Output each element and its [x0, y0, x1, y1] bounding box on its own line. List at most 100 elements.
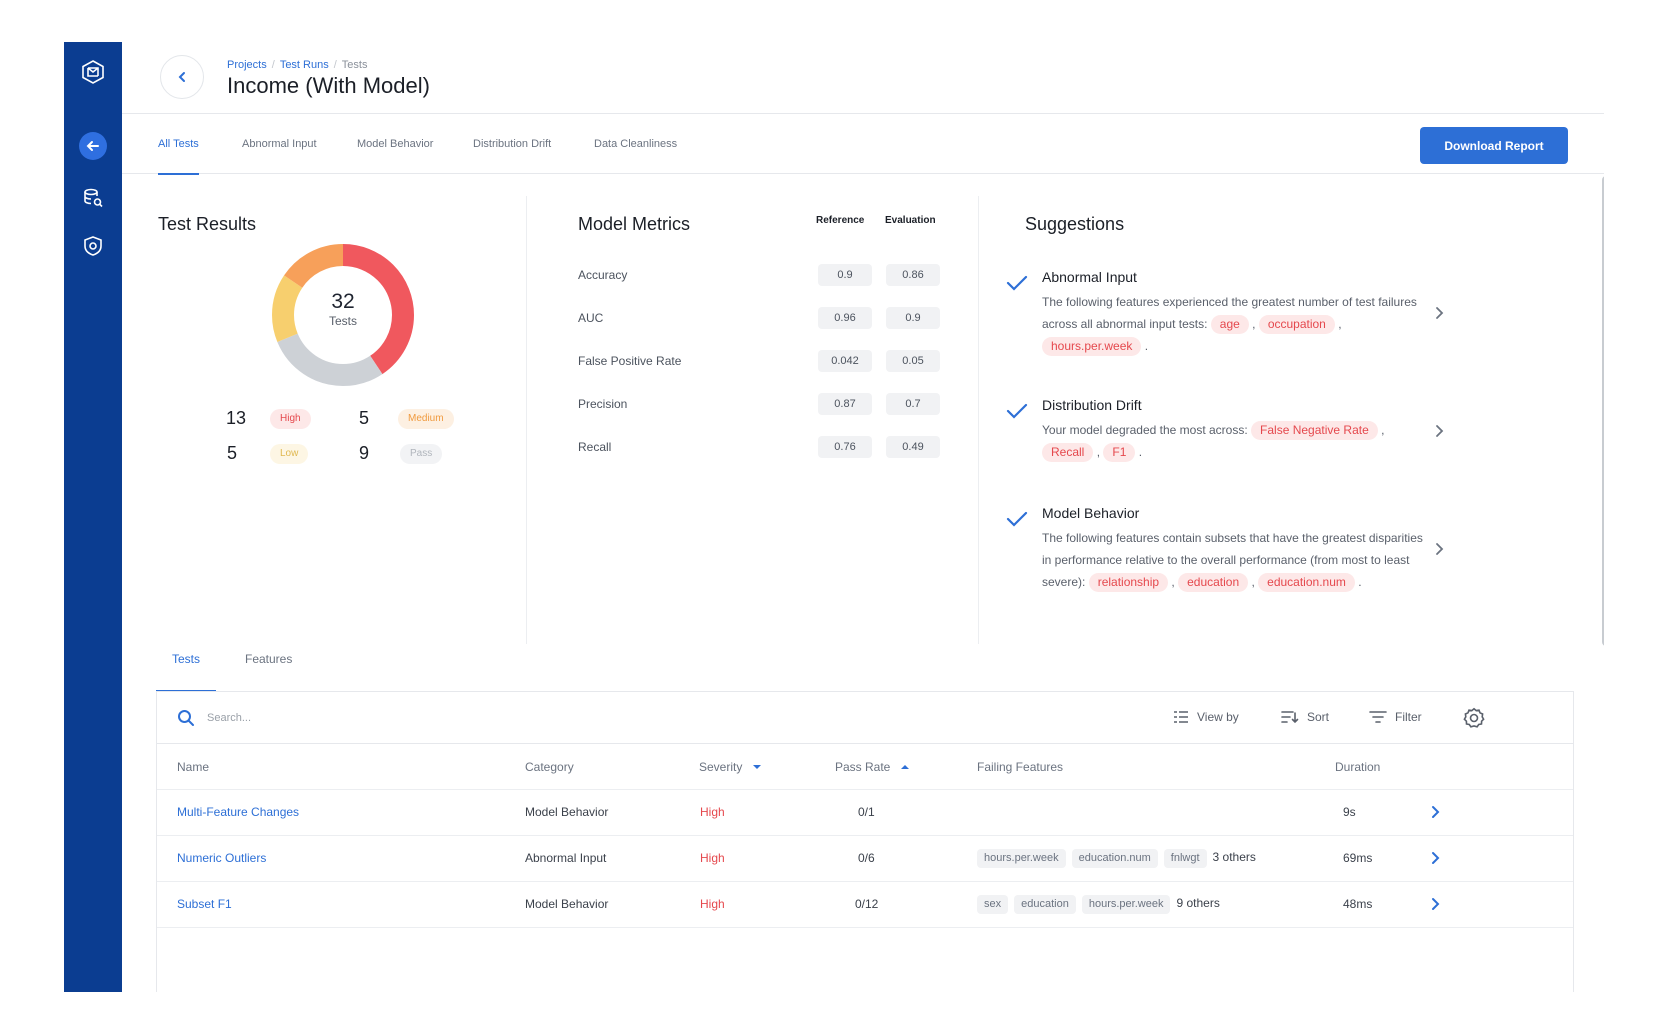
column-header-category[interactable]: Category — [525, 760, 574, 774]
evaluation-column-header: Evaluation — [885, 215, 936, 226]
tab-abnormal-input[interactable]: Abnormal Input — [242, 138, 317, 150]
table-row[interactable]: Subset F1 Model Behavior High 0/12 sex ed… — [157, 881, 1573, 927]
list-view-icon — [1174, 711, 1188, 723]
low-count: 5 — [227, 443, 238, 463]
suggestion-body: The following features experienced the g… — [1042, 295, 1417, 331]
feature-chip: education.num — [1071, 849, 1158, 868]
test-severity: High — [700, 851, 725, 865]
filter-button[interactable]: Filter — [1369, 710, 1422, 724]
test-severity: High — [700, 897, 725, 911]
metric-label: Accuracy — [578, 268, 628, 282]
test-severity: High — [700, 805, 725, 819]
sort-asc-icon — [900, 765, 909, 769]
test-name-link[interactable]: Numeric Outliers — [177, 851, 267, 865]
column-header-severity[interactable]: Severity — [699, 760, 762, 774]
chevron-right-icon[interactable] — [1434, 424, 1444, 438]
pass-count: 9 — [359, 443, 370, 463]
metric-reference-value: 0.76 — [818, 436, 872, 458]
filter-label: Filter — [1395, 710, 1422, 724]
suggestion-body: The following features contain subsets t… — [1042, 531, 1423, 589]
chevron-right-icon[interactable] — [1434, 306, 1444, 320]
metric-reference-value: 0.96 — [818, 307, 872, 329]
view-by-button[interactable]: View by — [1173, 710, 1239, 724]
back-button[interactable] — [160, 55, 204, 99]
test-pass-rate: 0/1 — [858, 805, 875, 819]
feature-chip: hours.per.week — [1081, 895, 1171, 914]
test-pass-rate: 0/12 — [855, 897, 879, 911]
metric-label: AUC — [578, 311, 604, 325]
column-header-failing-features: Failing Features — [977, 760, 1064, 774]
suggestion-text: Your model degraded the most across: Fal… — [1042, 419, 1434, 463]
more-features-count: 9 others — [1176, 896, 1220, 910]
download-report-button[interactable]: Download Report — [1420, 127, 1568, 164]
database-search-icon[interactable] — [79, 184, 107, 212]
main-content: Projects / Test Runs / Tests Income (With Mo… — [122, 42, 1604, 992]
table-row[interactable]: Multi-Feature Changes Model Behavior Hig… — [157, 789, 1573, 835]
tab-data-cleanliness[interactable]: Data Cleanliness — [594, 138, 678, 150]
tab-model-behavior[interactable]: Model Behavior — [357, 138, 434, 150]
metric-label: False Positive Rate — [578, 354, 682, 368]
breadcrumb-tests: Tests — [341, 59, 368, 71]
feature-chip: hours.per.week — [977, 849, 1066, 868]
sort-icon — [1281, 711, 1299, 724]
check-icon — [1006, 511, 1028, 527]
metric-evaluation-value: 0.05 — [886, 350, 940, 372]
donut-segment-medium — [272, 244, 414, 386]
tab-bar: All Tests Abnormal Input Model Behavior … — [122, 114, 1604, 175]
tab-features[interactable]: Features — [245, 652, 293, 666]
test-duration: 9s — [1343, 805, 1356, 819]
donut-segment-low — [272, 244, 414, 386]
chevron-right-icon[interactable] — [1434, 542, 1444, 556]
suggestion-text: The following features contain subsets t… — [1042, 527, 1434, 593]
column-header-duration[interactable]: Duration — [1335, 760, 1381, 774]
feature-chip: sex — [977, 895, 1009, 914]
metric-label: Recall — [578, 440, 612, 454]
tab-distribution-drift[interactable]: Distribution Drift — [473, 138, 552, 150]
suggestion-title: Distribution Drift — [1042, 397, 1142, 413]
search-input[interactable]: Search... — [207, 712, 252, 724]
chevron-right-icon[interactable] — [1430, 851, 1440, 865]
shield-icon[interactable] — [79, 232, 107, 260]
test-pass-rate: 0/6 — [858, 851, 875, 865]
panel-divider — [978, 196, 979, 644]
breadcrumb-test-runs[interactable]: Test Runs — [279, 59, 329, 71]
suggestion-body: Your model degraded the most across: — [1042, 423, 1248, 437]
test-name-link[interactable]: Multi-Feature Changes — [177, 805, 300, 819]
metric-label: Precision — [578, 397, 628, 411]
test-duration: 69ms — [1343, 851, 1373, 865]
medium-count: 5 — [359, 408, 370, 428]
test-category: Model Behavior — [525, 897, 609, 911]
table-row[interactable]: Numeric Outliers Abnormal Input High 0/6… — [157, 835, 1573, 881]
chevron-right-icon[interactable] — [1430, 897, 1440, 911]
tab-tests[interactable]: Tests — [172, 652, 201, 666]
tab-all-tests[interactable]: All Tests — [158, 114, 199, 175]
page-title: Income (With Model) — [227, 73, 430, 98]
test-results-donut — [272, 244, 414, 386]
total-tests-label: Tests — [328, 314, 357, 328]
failing-features: sex education hours.per.week 9 others — [977, 895, 1220, 914]
vertical-scrollbar[interactable] — [1602, 176, 1604, 646]
feature-tag: relationship — [1088, 573, 1169, 592]
view-by-label: View by — [1197, 710, 1239, 724]
metric-evaluation-value: 0.9 — [886, 307, 940, 329]
chevron-right-icon[interactable] — [1430, 805, 1440, 819]
column-header-name[interactable]: Name — [177, 760, 210, 774]
logo-icon[interactable] — [79, 58, 107, 86]
column-header-pass-rate[interactable]: Pass Rate — [835, 760, 910, 774]
breadcrumb-projects[interactable]: Projects — [227, 59, 267, 71]
search-icon — [178, 710, 194, 726]
settings-gear-icon[interactable] — [1463, 707, 1485, 729]
metric-evaluation-value: 0.86 — [886, 264, 940, 286]
failing-features: hours.per.week education.num fnlwgt 3 other… — [977, 849, 1256, 868]
test-name-link[interactable]: Subset F1 — [177, 897, 232, 911]
panel-divider — [526, 196, 527, 644]
test-category: Model Behavior — [525, 805, 609, 819]
high-badge: High — [270, 409, 311, 429]
test-results-title: Test Results — [158, 214, 257, 234]
feature-tag: False Negative Rate — [1251, 421, 1378, 440]
more-features-count: 3 others — [1212, 850, 1256, 864]
collapse-arrow-icon[interactable] — [79, 132, 107, 160]
suggestions-title: Suggestions — [1025, 214, 1125, 234]
breadcrumb: Projects / Test Runs / Tests — [227, 59, 368, 71]
sort-button[interactable]: Sort — [1281, 710, 1329, 724]
